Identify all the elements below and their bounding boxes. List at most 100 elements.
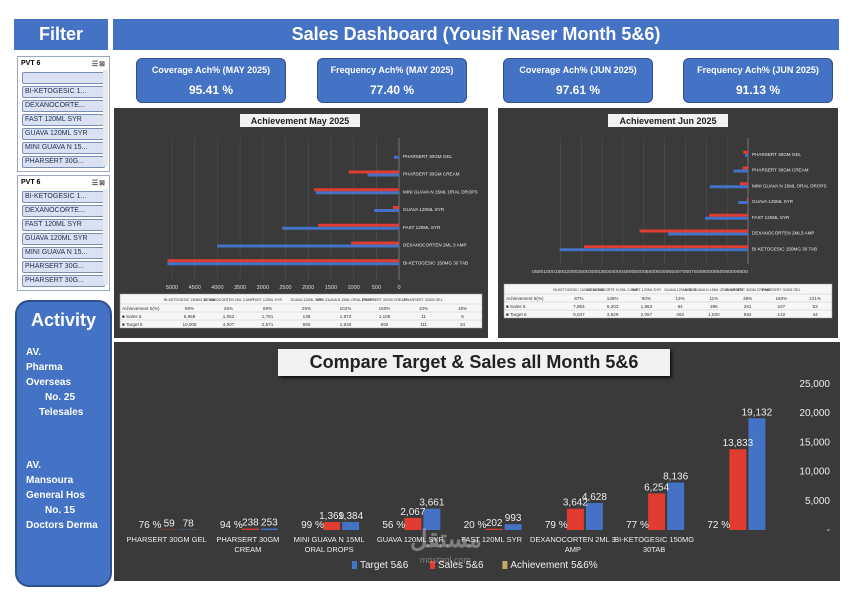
bar-sales: [584, 245, 748, 249]
slicer-item[interactable]: GUAVA 120ML SYR: [22, 233, 105, 245]
x-tick-label: 500: [372, 285, 381, 291]
bar-sales: [743, 150, 748, 154]
bar-target: [260, 528, 278, 530]
x-tick-label: 1500: [325, 285, 337, 291]
table-cell: 10,005: [182, 322, 196, 327]
sales-data-label: 1,369: [319, 511, 344, 522]
legend-swatch: [352, 561, 357, 569]
bar-sales: [742, 166, 748, 170]
bar-target: [585, 502, 603, 530]
table-cell: 121%: [809, 296, 821, 301]
category-label: FAST 120ML SYR: [461, 535, 522, 544]
table-header: BI-KETOGESIC 150MG 30 TAB: [553, 288, 605, 292]
bar-sales: [729, 449, 747, 530]
x-tick-label: 0: [397, 285, 400, 291]
clear-filter-icon[interactable]: ☰⊠: [91, 179, 106, 187]
table-header: PHARSERT 30GM GEL: [404, 298, 442, 302]
table-cell: 463: [676, 312, 684, 317]
y-tick-label: 25,000: [799, 379, 830, 390]
bar-target: [745, 153, 748, 157]
slicer-panel-1[interactable]: PVT 6 ☰⊠ BI-KETOGESIC 1... DEXANOCORTE..…: [17, 56, 110, 172]
target-data-label: 78: [183, 519, 195, 530]
table-cell: 44: [813, 312, 819, 317]
slicer-scrollbar[interactable]: [103, 189, 108, 285]
bar-target: [709, 185, 748, 189]
x-tick-label: 3000: [257, 285, 269, 291]
table-header: GUAVA 120ML SYR: [290, 298, 322, 302]
slicer-item[interactable]: MINI GUAVA N 15...: [22, 247, 105, 259]
bar-target: [167, 262, 399, 266]
x-tick-label: 3500: [234, 285, 246, 291]
category-label: GUAVA 120ML SYR: [403, 207, 445, 212]
table-header: MINI GUAVA N 15ML ORAL DROPS: [316, 298, 375, 302]
slicer-item[interactable]: [22, 72, 105, 84]
bar-sales: [746, 198, 748, 201]
table-cell: 1,830: [708, 312, 720, 317]
table-cell: 10%: [419, 306, 428, 311]
slicer-item[interactable]: FAST 120ML SYR: [22, 114, 105, 126]
achievement-data-label: 56 %: [382, 520, 405, 531]
table-header: GUAVA 120ML SYR: [664, 288, 696, 292]
kpi-value: 97.61 %: [555, 83, 601, 97]
filter-title: Filter: [14, 19, 108, 50]
x-tick-label: 4500: [189, 285, 201, 291]
table-cell: 26%: [224, 306, 233, 311]
achievement-data-label: 94 %: [220, 520, 243, 531]
activity-line: No. 25: [45, 392, 76, 403]
slicer-item[interactable]: PHARSERT 30G...: [22, 156, 105, 168]
bar-target: [748, 418, 766, 530]
category-label: PHARSERT 30GM CREAM: [752, 168, 809, 173]
table-row-label: ■ Target 5: [122, 322, 143, 327]
slicer-item[interactable]: BI-KETOGESIC 1...: [22, 191, 105, 203]
slicer-scrollbar[interactable]: [103, 70, 108, 166]
slicer-title: PVT 6: [21, 60, 41, 67]
category-label: BI-KETOGESIC 150MG: [614, 535, 694, 544]
slicer-item[interactable]: GUAVA 120ML SYR: [22, 128, 105, 140]
achievement-data-label: 20 %: [464, 520, 487, 531]
slicer-item[interactable]: BI-KETOGESIC 1...: [22, 86, 105, 98]
y-tick-label: -: [827, 525, 830, 536]
bar-sales: [566, 508, 584, 530]
slicer-item[interactable]: MINI GUAVA N 15...: [22, 142, 105, 154]
activity-line: Telesales: [39, 407, 84, 418]
kpi-label: Frequency Ach% (MAY 2025): [330, 65, 454, 75]
clear-filter-icon[interactable]: ☰⊠: [91, 60, 106, 68]
slicer-item[interactable]: DEXANOCORTE...: [22, 100, 105, 112]
slicer-item[interactable]: DEXANOCORTE...: [22, 205, 105, 217]
kpi-frequency-jun: Frequency Ach% (JUN 2025) 91.13 %: [683, 58, 833, 103]
activity-title: Activity: [30, 310, 97, 330]
activity-line: No. 15: [45, 505, 76, 516]
bar-sales: [485, 528, 503, 530]
category-label: ORAL DROPS: [305, 545, 354, 554]
table-cell: 34: [460, 322, 466, 327]
sales-data-label: 3,642: [563, 498, 588, 509]
table-cell: 9,037: [573, 312, 585, 317]
table-cell: 136%: [607, 296, 619, 301]
table-header: MINI GUAVA N 15ML ORAL DROPS: [685, 288, 744, 292]
category-label: DEXANOCORTEN 2ML3 AMP: [752, 231, 814, 236]
chart-title-box: [240, 114, 360, 127]
slicer-item[interactable]: PHARSERT 30G...: [22, 261, 105, 273]
legend-label: Sales 5&6: [438, 560, 484, 571]
achievement-data-label: 72 %: [707, 520, 730, 531]
chart-title: Achievement May 2025: [251, 116, 350, 126]
slicer-item[interactable]: FAST 120ML SYR: [22, 219, 105, 231]
table-cell: 1,108: [379, 314, 391, 319]
slicer-item[interactable]: PHARSERT 30G...: [22, 275, 105, 287]
table-cell: 7,864: [573, 304, 585, 309]
table-row-label: ■ Sales 5: [122, 314, 142, 319]
bar-target: [559, 248, 748, 252]
achievement-data-label: 77 %: [626, 520, 649, 531]
slicer-panel-2[interactable]: PVT 6 ☰⊠ BI-KETOGESIC 1... DEXANOCORTE..…: [17, 175, 110, 291]
bar-target: [733, 169, 748, 173]
table-cell: 4,007: [223, 322, 235, 327]
target-data-label: 4,628: [582, 492, 607, 503]
table-cell: 87%: [574, 296, 583, 301]
x-tick-label: 4000: [211, 285, 223, 291]
x-tick-label: 5000: [166, 285, 178, 291]
table-cell: 102%: [340, 306, 352, 311]
table-cell: 111: [420, 322, 427, 327]
category-label: AMP: [565, 545, 581, 554]
bar-sales: [323, 522, 341, 530]
table-cell: 160%: [776, 296, 788, 301]
